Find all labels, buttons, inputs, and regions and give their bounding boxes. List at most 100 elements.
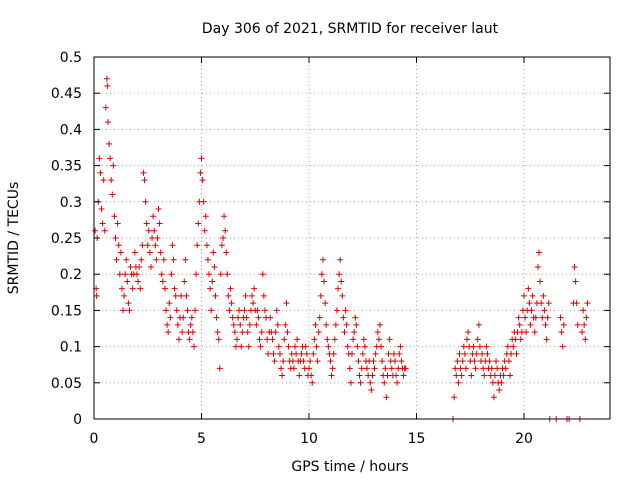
- data-point: [313, 343, 320, 350]
- data-point: [350, 336, 357, 343]
- data-point: [126, 307, 133, 314]
- data-point: [201, 227, 208, 234]
- data-point: [460, 343, 467, 350]
- data-point: [352, 314, 359, 321]
- data-point: [488, 365, 495, 372]
- data-point: [559, 343, 566, 350]
- y-tick-label: 0: [73, 412, 82, 428]
- data-point: [515, 314, 522, 321]
- data-point: [315, 329, 322, 336]
- data-point: [199, 177, 206, 184]
- data-point: [468, 372, 475, 379]
- data-point: [283, 300, 290, 307]
- data-point: [537, 278, 544, 285]
- data-point: [573, 300, 580, 307]
- data-point: [491, 372, 498, 379]
- data-point: [298, 350, 305, 357]
- data-point: [220, 235, 226, 241]
- data-point: [332, 321, 339, 328]
- data-point: [142, 198, 149, 205]
- data-point: [351, 329, 358, 336]
- data-point: [375, 336, 382, 343]
- data-point: [137, 285, 144, 292]
- data-point: [336, 271, 343, 278]
- data-point: [451, 394, 458, 401]
- data-point: [149, 235, 156, 241]
- data-point: [147, 263, 154, 270]
- x-axis-ticks: 0 5 10 15 20: [90, 57, 533, 447]
- data-point: [508, 350, 515, 357]
- data-point: [398, 358, 405, 365]
- x-tick-label: 20: [515, 431, 533, 447]
- data-point: [583, 314, 590, 321]
- data-point: [531, 329, 538, 336]
- data-point: [470, 343, 477, 350]
- data-point: [522, 314, 529, 321]
- data-point: [540, 292, 547, 299]
- data-point: [121, 292, 128, 299]
- data-point: [145, 227, 152, 234]
- data-point: [359, 350, 366, 357]
- data-point: [558, 329, 565, 336]
- data-point: [237, 321, 244, 328]
- data-point: [182, 256, 189, 263]
- data-point: [140, 169, 147, 176]
- data-point: [156, 220, 163, 227]
- data-point: [195, 220, 202, 227]
- data-point: [349, 350, 355, 357]
- data-point: [502, 365, 509, 372]
- y-tick-label: 0.2: [60, 267, 82, 283]
- data-point: [164, 321, 171, 328]
- data-point: [161, 285, 168, 292]
- data-point: [402, 365, 409, 372]
- data-point: [243, 314, 250, 321]
- y-axis-ticks: 0 0.05 0.1 0.15 0.2 0.25 0.3 0.35 0.4 0.45 0.5: [51, 50, 610, 428]
- data-point: [284, 329, 291, 336]
- x-tick-label: 10: [300, 431, 318, 447]
- data-point: [104, 82, 111, 89]
- data-point: [236, 307, 243, 314]
- data-point: [93, 292, 100, 299]
- data-point: [136, 263, 143, 270]
- data-point: [330, 350, 337, 357]
- data-point: [241, 307, 248, 314]
- data-point: [475, 321, 482, 328]
- data-point: [457, 365, 464, 372]
- data-point: [122, 271, 129, 278]
- data-point: [179, 329, 186, 336]
- data-point: [327, 358, 334, 365]
- data-point: [225, 292, 232, 299]
- data-point: [521, 292, 527, 299]
- data-point: [572, 278, 579, 285]
- data-point: [274, 321, 281, 328]
- data-point: [174, 321, 181, 328]
- data-point: [229, 314, 236, 321]
- data-point: [360, 336, 367, 343]
- data-point: [318, 271, 325, 278]
- data-point: [479, 350, 486, 357]
- data-point: [532, 314, 539, 321]
- data-point: [505, 358, 512, 365]
- data-point: [92, 227, 99, 234]
- data-point: [221, 213, 228, 220]
- data-point: [257, 343, 264, 350]
- data-point: [273, 307, 280, 314]
- data-point: [346, 365, 353, 372]
- y-tick-label: 0.4: [60, 122, 82, 138]
- y-tick-label: 0.45: [51, 86, 82, 102]
- data-point: [267, 314, 274, 321]
- data-point: [153, 256, 160, 263]
- data-point: [245, 343, 252, 350]
- data-point: [194, 242, 201, 249]
- data-point: [458, 372, 465, 379]
- data-point: [117, 249, 124, 256]
- data-point: [390, 350, 397, 357]
- data-point: [141, 177, 148, 184]
- data-point: [256, 336, 263, 343]
- data-point: [370, 358, 377, 365]
- data-point: [317, 292, 324, 299]
- data-point: [173, 307, 180, 314]
- data-point: [106, 140, 113, 147]
- data-point: [489, 379, 496, 386]
- data-point: [259, 271, 266, 278]
